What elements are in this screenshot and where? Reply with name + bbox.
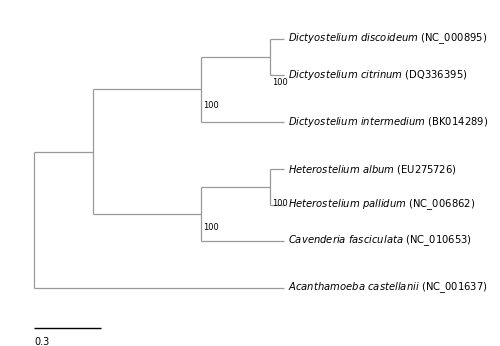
Text: 100: 100	[272, 199, 288, 208]
Text: $\it{Heterostelium\ pallidum}$ (NC_006862): $\it{Heterostelium\ pallidum}$ (NC_00686…	[288, 198, 476, 212]
Text: $\it{Dictyostelium\ intermedium}$ (BK014289): $\it{Dictyostelium\ intermedium}$ (BK014…	[288, 115, 488, 129]
Text: 100: 100	[204, 224, 219, 233]
Text: $\it{Dictyostelium\ discoideum}$ (NC_000895): $\it{Dictyostelium\ discoideum}$ (NC_000…	[288, 31, 488, 46]
Text: 100: 100	[272, 78, 288, 87]
Text: $\it{Heterostelium\ album}$ (EU275726): $\it{Heterostelium\ album}$ (EU275726)	[288, 163, 457, 176]
Text: $\it{Cavenderia\ fasciculata}$ (NC_010653): $\it{Cavenderia\ fasciculata}$ (NC_01065…	[288, 233, 472, 248]
Text: $\it{Dictyostelium\ citrinum}$ (DQ336395): $\it{Dictyostelium\ citrinum}$ (DQ336395…	[288, 67, 468, 82]
Text: 0.3: 0.3	[34, 337, 50, 346]
Text: 100: 100	[204, 101, 219, 110]
Text: $\it{Acanthamoeba\ castellanii}$ (NC_001637): $\it{Acanthamoeba\ castellanii}$ (NC_001…	[288, 281, 488, 295]
